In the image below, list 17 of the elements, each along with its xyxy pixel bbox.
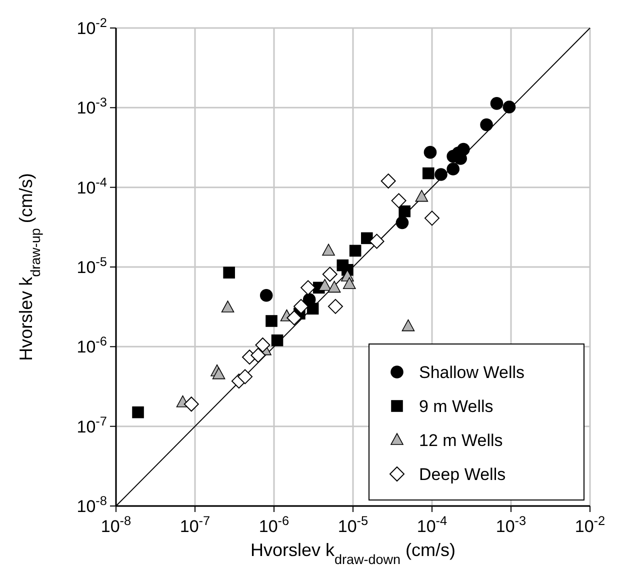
y-tick-label: 10$^{-3}$ (76, 94, 107, 118)
y-tick-label: 10$^{-4}$ (76, 174, 107, 198)
x-tick-label: 10$^{-5}$ (338, 512, 368, 536)
legend-label: 9 m Wells (419, 397, 494, 416)
legend-label: Shallow Wells (419, 363, 525, 382)
x-tick-label: 10$^{-3}$ (496, 512, 526, 536)
y-tick-label: 10$^{-7}$ (76, 412, 107, 436)
x-tick-label: 10$^{-6}$ (258, 512, 290, 536)
y-tick-label: 10$^{-5}$ (76, 254, 107, 277)
y-tick-label: 10$^{-2}$ (76, 14, 107, 38)
x-tick-label: 10$^{-7}$ (180, 512, 210, 536)
legend-label: Deep Wells (419, 465, 506, 484)
y-tick-label: 10$^{-6}$ (76, 333, 107, 357)
x-tick-label: 10$^{-2}$ (574, 512, 606, 536)
legend-label: 12 m Wells (419, 431, 503, 450)
x-tick-label: 10$^{-4}$ (416, 512, 448, 536)
x-axis-title: Hvorslev k$_{draw-down}$ (cm/s) (250, 540, 456, 566)
